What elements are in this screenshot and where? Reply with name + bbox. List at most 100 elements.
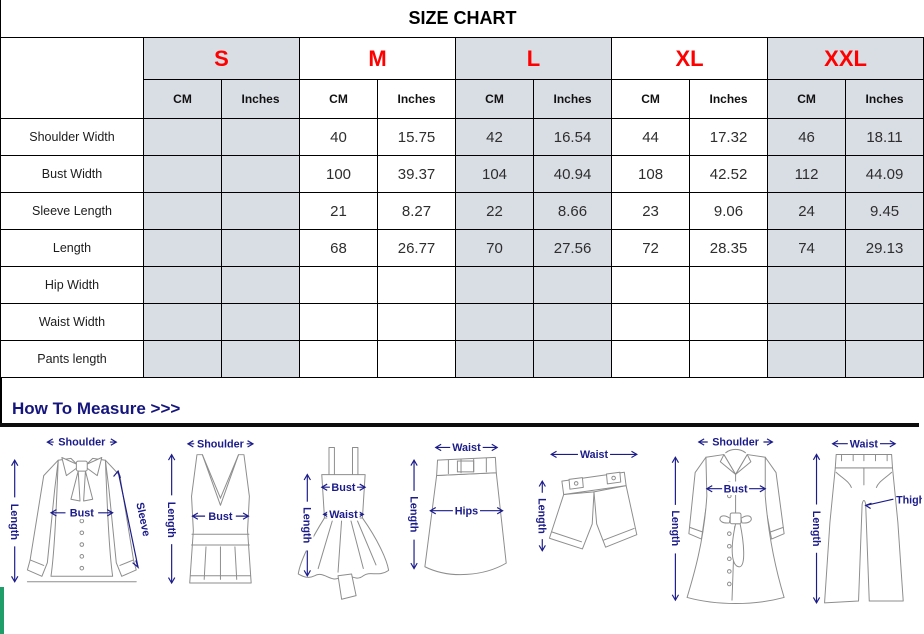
unit-header-m-cm: CM: [299, 79, 378, 119]
row-label: Pants length: [0, 340, 144, 378]
blouse-sleeve-label: Sleeve: [133, 501, 152, 537]
figure-tank-top: Shoulder Length Bust: [165, 436, 255, 585]
value-cell: [689, 340, 769, 378]
value-cell: 42.52: [689, 155, 769, 193]
value-cell: 23: [611, 192, 691, 230]
dress-bust-label: Bust: [331, 482, 355, 494]
value-cell: [221, 229, 300, 267]
value-cell: [533, 266, 613, 304]
value-cell: 8.27: [376, 192, 457, 230]
size-header-xl: XL: [611, 37, 769, 80]
value-cell: [376, 303, 457, 341]
unit-header-xxl-inches: Inches: [845, 79, 924, 119]
pants-waist-label: Waist: [850, 438, 879, 450]
value-cell: 9.06: [689, 192, 769, 230]
dress-waist-label: Waist: [329, 509, 358, 521]
value-cell: [221, 340, 300, 378]
value-cell: 27.56: [533, 229, 613, 267]
value-cell: [767, 266, 847, 304]
section-divider: [0, 423, 919, 427]
table-row: Shoulder Width 40 15.75 42 16.54 44 17.32 46 18.…: [0, 118, 924, 156]
size-table: S M L XL XXL CM Inches CM Inches CM Inches CM Inche…: [0, 37, 924, 378]
tank-bust-label: Bust: [208, 511, 232, 523]
value-cell: [533, 303, 613, 341]
value-cell: [455, 266, 535, 304]
left-edge-accent: [0, 587, 4, 634]
size-header-row: S M L XL XXL: [0, 37, 924, 119]
value-cell: [611, 340, 691, 378]
value-cell: 8.66: [533, 192, 613, 230]
skirt-waist-label: Waist: [452, 442, 481, 454]
unit-header-l-inches: Inches: [533, 79, 613, 119]
shorts-length-label: Length: [536, 498, 548, 534]
value-cell: 104: [455, 155, 535, 193]
table-row: Bust Width 100 39.37 104 40.94 108 42.52 112 44.…: [0, 155, 924, 193]
value-cell: 22: [455, 192, 535, 230]
value-cell: [376, 340, 457, 378]
shorts-waist-label: Waist: [580, 449, 609, 461]
value-cell: [845, 303, 924, 341]
value-cell: 40.94: [533, 155, 613, 193]
page-title: SIZE CHART: [0, 0, 924, 37]
value-cell: 68: [299, 229, 378, 267]
value-cell: 40: [299, 118, 378, 156]
size-header-l: L: [455, 37, 613, 80]
value-cell: [221, 266, 300, 304]
value-cell: [299, 303, 378, 341]
value-cell: [689, 303, 769, 341]
unit-header-row: CM Inches CM Inches CM Inches CM Inches CM Inches: [1, 79, 924, 119]
unit-header-s-inches: Inches: [221, 79, 300, 119]
value-cell: 16.54: [533, 118, 613, 156]
value-cell: [455, 340, 535, 378]
row-label: Sleeve Length: [0, 192, 144, 230]
skirt-length-label: Length: [407, 496, 419, 532]
value-cell: 46: [767, 118, 847, 156]
value-cell: [143, 340, 222, 378]
value-cell: [455, 303, 535, 341]
value-cell: 24: [767, 192, 847, 230]
table-row: Length 68 26.77 70 27.56 72 28.35 74 29.13: [0, 229, 924, 267]
value-cell: [221, 118, 300, 156]
value-cell: [376, 266, 457, 304]
dress-measure-arrows: Bust Waist Length: [301, 473, 367, 577]
value-cell: [611, 266, 691, 304]
measure-figures: Shoulder Length Bust Sleeve: [0, 433, 924, 616]
blouse-shoulder-label: Shoulder: [58, 437, 106, 449]
coat-drawing: [686, 448, 785, 605]
value-cell: 100: [299, 155, 378, 193]
shorts-measure-arrows: Waist Length: [536, 447, 638, 552]
value-cell: [611, 303, 691, 341]
value-cell: 9.45: [845, 192, 924, 230]
row-label: Waist Width: [0, 303, 144, 341]
value-cell: [299, 266, 378, 304]
measure-section-header: How To Measure >>>: [0, 378, 924, 423]
table-row: Pants length: [0, 340, 924, 378]
value-cell: 17.32: [689, 118, 769, 156]
pants-length-label: Length: [810, 511, 822, 547]
value-cell: [221, 192, 300, 230]
figure-blouse: Shoulder Length Bust Sleeve: [8, 434, 152, 583]
shorts-drawing: [548, 471, 638, 550]
value-cell: 42: [455, 118, 535, 156]
skirt-measure-arrows: Waist Hips Length: [407, 440, 504, 570]
row-label: Shoulder Width: [0, 118, 144, 156]
value-cell: 74: [767, 229, 847, 267]
value-cell: [767, 303, 847, 341]
value-cell: 28.35: [689, 229, 769, 267]
value-cell: [143, 118, 222, 156]
size-header-s: S: [143, 37, 300, 80]
value-cell: 15.75: [376, 118, 457, 156]
table-corner-cell: [0, 37, 144, 119]
value-cell: [143, 155, 222, 193]
value-cell: [299, 340, 378, 378]
value-cell: [689, 266, 769, 304]
value-cell: [767, 340, 847, 378]
value-cell: 44: [611, 118, 691, 156]
value-cell: [845, 266, 924, 304]
value-cell: 112: [767, 155, 847, 193]
coat-bust-label: Bust: [724, 483, 748, 495]
value-cell: 72: [611, 229, 691, 267]
coat-measure-arrows: Shoulder Bust Length: [669, 434, 774, 602]
blouse-bust-label: Bust: [70, 507, 95, 519]
table-row: Hip Width: [0, 266, 924, 304]
